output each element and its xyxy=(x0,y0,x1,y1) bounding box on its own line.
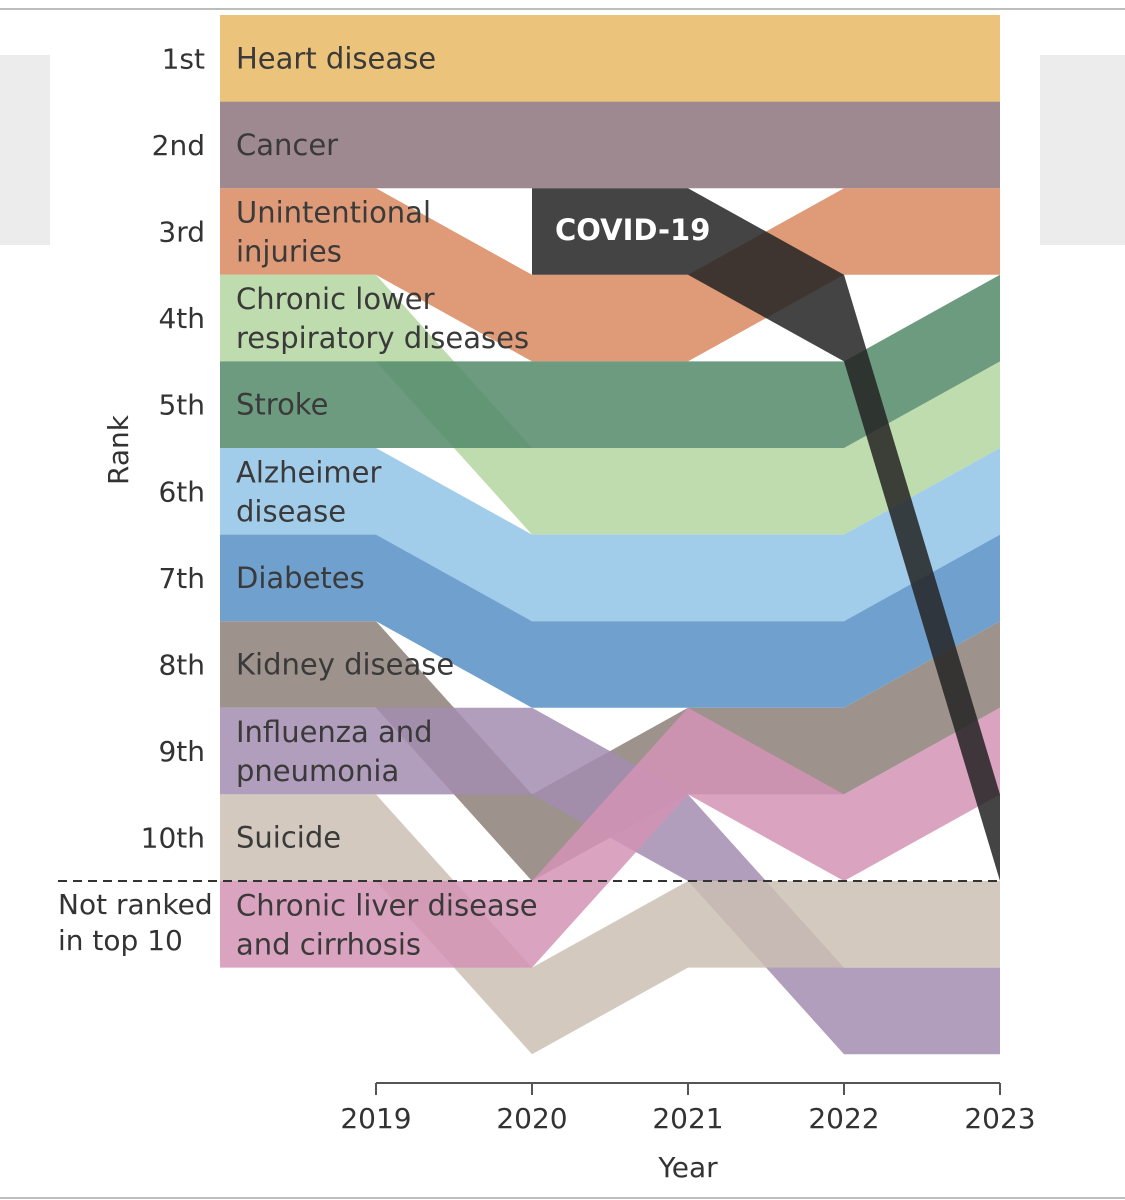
band-cancer xyxy=(220,101,1000,189)
labels-layer: Heart disease Cancer Unintentional injuries… xyxy=(236,41,538,961)
rank-label-8: 8th xyxy=(158,649,205,682)
not-ranked-label-1: Not ranked xyxy=(58,888,213,921)
band-label-chronic-liver-disease-and-cirrhosis-1: Chronic liver disease xyxy=(236,888,538,922)
band-chronic-liver-disease-and-cirrhosis xyxy=(220,707,1000,968)
band-covid-19 xyxy=(532,188,1000,881)
band-suicide xyxy=(220,794,1000,1055)
x-tick-label-2023: 2023 xyxy=(964,1102,1035,1135)
band-label-chronic-lower-respiratory-diseases-1: Chronic lower xyxy=(236,282,435,316)
band-label-unintentional-injuries-1: Unintentional xyxy=(236,196,431,230)
axes-layer: 1st 2nd 3rd 4th 5th 6th 7th 8th 9th 10th Rank Not r… xyxy=(58,42,1036,1184)
rank-label-5: 5th xyxy=(158,389,205,422)
x-tick-label-2022: 2022 xyxy=(808,1102,879,1135)
band-label-alzheimer-disease-2: disease xyxy=(236,494,346,528)
rank-label-7: 7th xyxy=(158,562,205,595)
band-label-chronic-lower-respiratory-diseases-2: respiratory diseases xyxy=(236,321,529,355)
left-side-panel xyxy=(0,55,50,245)
covid-19-label: COVID-19 xyxy=(555,213,710,247)
band-chronic-lower-respiratory-diseases xyxy=(220,274,1000,535)
y-axis-title: Rank xyxy=(102,414,135,485)
x-tick-label-2020: 2020 xyxy=(496,1102,567,1135)
band-heart-disease xyxy=(220,15,1000,102)
band-label-kidney-disease: Kidney disease xyxy=(236,648,454,682)
band-label-heart-disease: Heart disease xyxy=(236,41,436,75)
x-axis-title: Year xyxy=(657,1151,718,1184)
band-diabetes xyxy=(220,534,1000,708)
rank-label-10: 10th xyxy=(141,822,205,855)
band-stroke xyxy=(220,274,1000,448)
band-alzheimer-disease xyxy=(220,448,1000,622)
band-kidney-disease xyxy=(220,621,1000,881)
rank-label-1: 1st xyxy=(162,42,205,75)
rank-label-6: 6th xyxy=(158,475,205,508)
rank-label-4: 4th xyxy=(158,302,205,335)
not-ranked-label-2: in top 10 xyxy=(58,924,183,957)
band-label-cancer: Cancer xyxy=(236,128,338,162)
rank-label-2: 2nd xyxy=(152,129,205,162)
rank-label-9: 9th xyxy=(158,735,205,768)
x-tick-label-2021: 2021 xyxy=(652,1102,723,1135)
right-side-panel xyxy=(1040,55,1125,245)
band-label-diabetes: Diabetes xyxy=(236,561,365,595)
band-label-unintentional-injuries-2: injuries xyxy=(236,235,342,269)
band-label-chronic-liver-disease-and-cirrhosis-2: and cirrhosis xyxy=(236,927,421,961)
rank-label-3: 3rd xyxy=(158,216,205,249)
band-label-stroke: Stroke xyxy=(236,388,328,422)
band-label-suicide: Suicide xyxy=(236,821,341,855)
band-label-influenza-and-pneumonia-1: Influenza and xyxy=(236,715,433,749)
band-label-alzheimer-disease-1: Alzheimer xyxy=(236,455,381,489)
covid-layer: COVID-19 xyxy=(532,188,1000,881)
x-tick-label-2019: 2019 xyxy=(340,1102,411,1135)
band-label-influenza-and-pneumonia-2: pneumonia xyxy=(236,754,399,788)
